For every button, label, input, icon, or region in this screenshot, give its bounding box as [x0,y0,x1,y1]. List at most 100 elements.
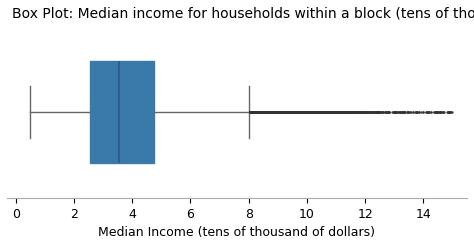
Point [325,110,333,114]
Point [264,110,271,114]
Point [264,110,271,114]
Point [367,110,375,114]
Point [273,110,281,114]
Point [281,110,288,114]
Point [271,110,278,114]
Point [276,110,284,114]
Point [270,110,277,114]
Point [292,110,300,114]
Point [249,110,256,114]
Point [255,110,263,114]
Point [331,110,338,114]
Point [252,110,260,114]
Point [250,110,257,114]
Point [277,110,285,114]
Point [261,110,269,114]
Point [262,110,269,114]
Point [250,110,258,114]
Point [263,110,270,114]
Point [281,110,289,114]
Point [284,110,292,114]
Point [292,110,300,114]
Point [261,110,268,114]
Point [255,110,262,114]
Point [261,110,268,114]
Point [334,110,341,114]
Point [321,110,328,114]
Point [254,110,261,114]
Point [274,110,282,114]
Point [250,110,257,114]
Point [248,110,255,114]
Point [254,110,262,114]
Point [250,110,258,114]
Point [264,110,272,114]
Point [272,110,279,114]
Point [289,110,296,114]
Point [269,110,277,114]
Point [252,110,260,114]
Point [317,110,324,114]
Point [278,110,286,114]
Point [250,110,258,114]
Point [262,110,269,114]
Point [247,110,255,114]
Point [258,110,265,114]
Point [269,110,277,114]
Point [249,110,256,114]
Point [253,110,260,114]
Point [259,110,267,114]
Point [248,110,255,114]
Point [252,110,259,114]
Point [272,110,280,114]
Point [249,110,256,114]
Point [268,110,275,114]
Point [247,110,255,114]
Point [258,110,265,114]
Point [255,110,262,114]
Point [267,110,274,114]
Point [261,110,268,114]
Point [257,110,265,114]
Point [321,110,328,114]
Point [247,110,255,114]
Point [281,110,288,114]
Point [267,110,274,114]
Point [283,110,290,114]
Point [257,110,265,114]
Point [283,110,291,114]
Point [264,110,271,114]
Point [251,110,258,114]
Point [254,110,262,114]
Point [290,110,297,114]
Point [254,110,262,114]
Point [249,110,257,114]
Point [285,110,292,114]
Point [247,110,255,114]
Point [283,110,291,114]
Point [258,110,266,114]
Point [252,110,259,114]
Point [257,110,264,114]
Point [255,110,263,114]
Point [251,110,259,114]
Point [262,110,269,114]
Point [298,110,306,114]
Point [252,110,260,114]
Point [272,110,279,114]
Point [247,110,255,114]
Point [273,110,281,114]
Point [249,110,256,114]
Point [254,110,262,114]
Point [266,110,274,114]
Point [261,110,269,114]
Point [332,110,340,114]
Point [265,110,273,114]
Point [252,110,259,114]
Point [250,110,258,114]
Point [307,110,315,114]
Point [254,110,261,114]
Point [279,110,287,114]
Point [301,110,309,114]
Point [273,110,281,114]
